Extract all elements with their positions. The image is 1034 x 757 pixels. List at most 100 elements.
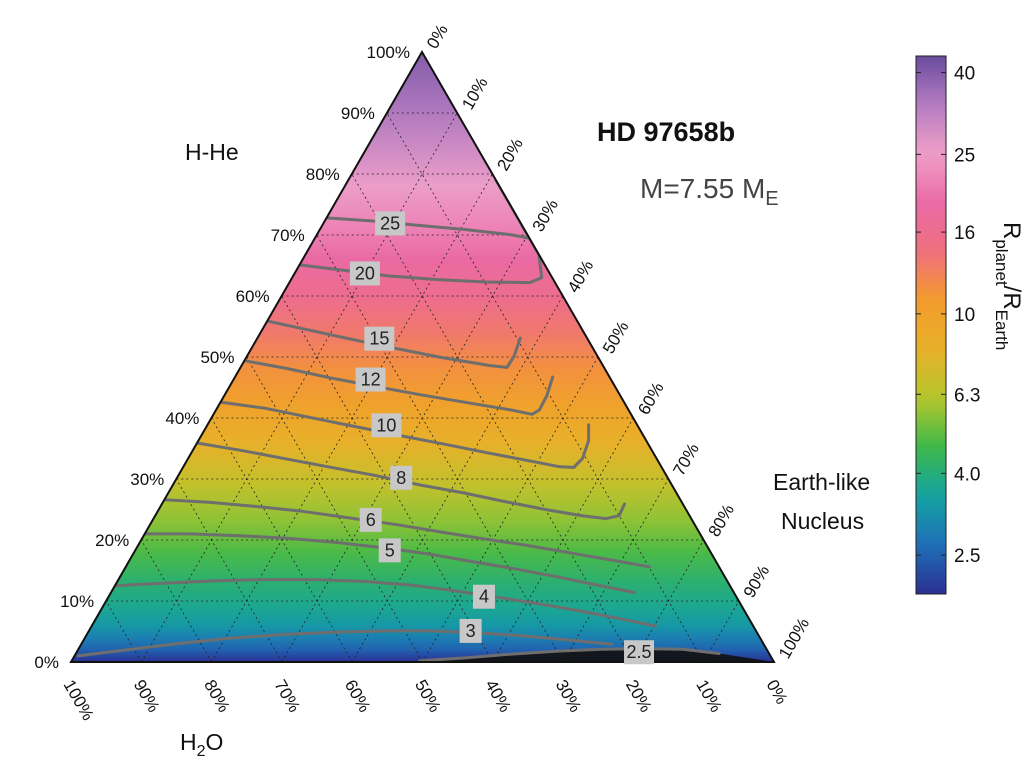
left-tick-label: 40% (165, 409, 199, 428)
contour-label-text: 5 (385, 540, 395, 560)
colorbar-gradient (915, 55, 947, 595)
contour-label-10: 10 (371, 413, 402, 438)
contour-label-box (472, 584, 495, 609)
contour-label-4: 4 (472, 584, 495, 609)
bottom-axis-ticks: 100% 90% 80% 70% 60% 50% 40% 30% 20% 10% 0% (60, 677, 792, 724)
grid-line (105, 600, 142, 662)
colorbar-tick-label: 40 (954, 64, 975, 85)
bottom-tick-label: 80% (200, 677, 233, 716)
axis-label-right-line2: Nucleus (781, 508, 864, 534)
grid-line (422, 356, 599, 662)
grid-line (562, 478, 669, 662)
dark-region (418, 648, 774, 662)
grid-line (316, 234, 564, 662)
left-tick-label: 80% (306, 165, 340, 184)
left-tick-label: 100% (367, 43, 410, 62)
right-tick-label: 30% (529, 196, 562, 235)
right-tick-label: 20% (493, 135, 526, 174)
contour-label-text: 6 (366, 510, 376, 530)
contour-label-6: 6 (359, 507, 382, 532)
contour-label-text: 10 (376, 415, 396, 435)
contour-label-box (364, 326, 395, 351)
bottom-tick-label: 90% (130, 677, 163, 716)
grid-line (386, 112, 705, 662)
contour-label-2.5: 2.5 (624, 640, 655, 665)
right-tick-label: 10% (458, 74, 491, 113)
contour-label-box (359, 507, 382, 532)
grid-line (175, 478, 283, 662)
colorbar-label: Rplanet/REarth (992, 222, 1025, 350)
contour-label-12: 12 (355, 367, 386, 392)
contour-label-text: 2.5 (627, 642, 652, 662)
dark-region-shape (418, 648, 774, 662)
left-tick-label: 60% (236, 287, 270, 306)
right-tick-label: 90% (740, 562, 773, 601)
axis-label-top: H-He (185, 139, 239, 165)
left-tick-label: 10% (60, 592, 94, 611)
contour-label-box (378, 538, 401, 563)
left-tick-label: 70% (271, 226, 305, 245)
contour-label-box (371, 413, 402, 438)
colorbar: 40 25 16 10 6.3 4.0 2.5 Rplanet/REarth (915, 55, 1025, 595)
contour-line-4 (113, 578, 657, 628)
colorbar-ticks: 40 25 16 10 6.3 4.0 2.5 (916, 64, 980, 567)
contour-label-25: 25 (375, 211, 406, 236)
axis-label-right-line1: Earth-like (773, 469, 870, 495)
axis-label-bottom: H2O (180, 729, 223, 757)
contour-line-10 (219, 400, 591, 469)
contour-label-text: 25 (380, 213, 400, 233)
contour-label-20: 20 (349, 261, 380, 286)
contour-label-text: 4 (479, 587, 489, 607)
ternary-grid (105, 112, 740, 662)
left-tick-label: 50% (200, 348, 234, 367)
triangle-outline (69, 49, 776, 663)
colorbar-tick-label: 4.0 (954, 464, 980, 485)
bottom-tick-label: 100% (60, 677, 98, 724)
colorbar-tick-label: 6.3 (954, 385, 980, 406)
contour-label-15: 15 (364, 326, 395, 351)
colorbar-tick-label: 10 (954, 305, 975, 326)
contour-line-15 (265, 319, 522, 369)
contour-label-box (624, 640, 655, 665)
colorbar-tick-label: 25 (954, 145, 975, 166)
bottom-tick-label: 50% (411, 677, 444, 716)
grid-line (492, 417, 634, 662)
colorbar-tick-label: 16 (954, 223, 975, 244)
contour-label-3: 3 (459, 618, 482, 643)
contour-label-5: 5 (378, 538, 401, 563)
bottom-tick-label: 60% (341, 677, 374, 716)
bottom-tick-label: 10% (692, 677, 725, 716)
contour-label-8: 8 (390, 465, 413, 490)
right-tick-label: 70% (669, 440, 702, 479)
left-tick-label: 90% (341, 104, 375, 123)
ternary-plot-area: 25 20 15 12 10 8 65 43 2.5 (69, 49, 776, 665)
grid-line (140, 539, 212, 662)
grid-line (633, 539, 704, 662)
contour-line-8 (195, 441, 626, 521)
bottom-tick-label: 40% (481, 677, 514, 716)
right-tick-label: 100% (775, 615, 813, 662)
right-tick-label: 40% (564, 257, 597, 296)
contour-label-box (459, 618, 482, 643)
grid-line (281, 234, 528, 662)
right-tick-label: 50% (599, 318, 632, 357)
contour-label-text: 3 (466, 621, 476, 641)
contour-label-box (375, 211, 406, 236)
chart-title: HD 97658b (597, 117, 735, 147)
grid-line (211, 417, 353, 662)
contour-label-text: 8 (396, 468, 406, 488)
contour-label-text: 15 (369, 329, 389, 349)
left-axis-ticks: 0% 10% 20% 30% 40% 50% 60% 70% 80% 90% 100% (34, 43, 410, 672)
grid-line (246, 356, 423, 662)
bottom-tick-label: 0% (763, 677, 792, 708)
left-tick-label: 0% (34, 653, 59, 672)
bottom-tick-label: 30% (552, 677, 585, 716)
contour-label-box (349, 261, 380, 286)
bottom-tick-label: 70% (270, 677, 303, 716)
grid-line (140, 112, 458, 662)
contour-line-5 (143, 532, 637, 594)
contour-line-3 (76, 629, 614, 658)
right-tick-label: 80% (705, 501, 738, 540)
contour-line-6 (162, 498, 651, 569)
